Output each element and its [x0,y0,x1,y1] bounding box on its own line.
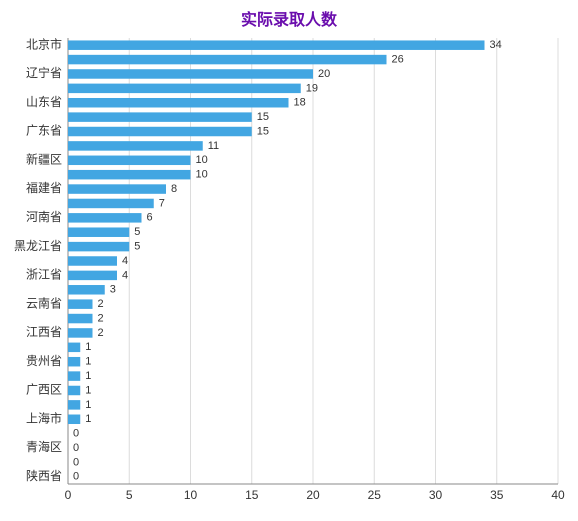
bar-value-label: 20 [318,68,330,80]
bar [68,213,142,222]
bar [68,242,129,251]
bar-value-label: 2 [98,327,104,339]
bar-value-label: 10 [196,154,208,166]
bar [68,400,80,409]
bar-value-label: 7 [159,197,165,209]
bar-value-label: 2 [98,298,104,310]
bar [68,199,154,208]
bar [68,69,313,78]
y-category-label: 云南省 [26,295,62,310]
bar-value-label: 6 [147,212,153,224]
x-tick-label: 35 [490,488,504,502]
gridlines: 0510152025303540 [65,38,565,502]
bar [68,127,252,136]
y-category-label: 江西省 [26,325,62,339]
x-tick-label: 0 [65,488,72,502]
bar-value-label: 15 [257,125,269,137]
bar [68,184,166,193]
bar [68,328,93,337]
y-category-label: 河南省 [26,209,62,224]
bar-value-label: 1 [85,384,91,396]
bar [68,40,485,49]
y-category-label: 青海区 [26,439,62,454]
bar [68,314,93,323]
bar [68,156,191,165]
bar-value-label: 8 [171,183,177,195]
y-category-label: 广东省 [26,124,62,138]
x-tick-label: 25 [368,488,382,502]
bar-value-label: 1 [85,413,91,425]
bar [68,357,80,366]
x-tick-label: 30 [429,488,443,502]
bar-value-label: 1 [85,341,91,353]
y-category-label: 山东省 [26,95,62,109]
bar [68,271,117,280]
bar [68,112,252,121]
bar [68,343,80,352]
bar [68,285,105,294]
y-category-label: 新疆区 [26,151,62,166]
y-category-label: 福建省 [26,180,62,195]
bar-value-label: 18 [294,97,306,109]
bar-value-label: 4 [122,255,128,267]
x-tick-label: 5 [126,488,133,502]
x-tick-label: 40 [551,488,565,502]
bar [68,227,129,236]
bar [68,386,80,395]
bar-value-label: 0 [73,442,79,454]
bar-value-label: 11 [208,140,219,152]
bar-value-label: 0 [73,456,79,468]
x-tick-label: 20 [306,488,320,502]
y-category-label: 黑龙江省 [14,239,62,253]
y-category-label: 广西区 [26,383,62,397]
y-category-label: 浙江省 [26,268,62,282]
bar [68,371,80,380]
bar-value-label: 15 [257,111,269,123]
y-category-labels: 北京市辽宁省山东省广东省新疆区福建省河南省黑龙江省浙江省云南省江西省贵州省广西区… [14,38,62,483]
bar [68,98,289,107]
bar [68,415,80,424]
bar-value-label: 26 [392,53,404,65]
bar-value-label: 0 [73,428,79,440]
bar-value-label: 5 [134,226,140,238]
bar [68,170,191,179]
bar [68,55,387,64]
bar [68,141,203,150]
bar-value-label: 34 [490,39,502,51]
bar-value-label: 1 [85,370,91,382]
bar-value-label: 0 [73,471,79,483]
x-tick-label: 10 [184,488,198,502]
bar [68,299,93,308]
bar-value-label: 5 [134,241,140,253]
bar-value-label: 3 [110,284,116,296]
bar-chart: 0510152025303540342620191815151110108765… [0,38,568,512]
bar [68,84,301,93]
bar [68,256,117,265]
chart-title: 实际录取人数 [0,0,578,30]
bars [68,40,485,424]
bar-value-label: 4 [122,269,128,281]
bar-value-label: 1 [85,356,91,368]
bar-value-label: 1 [85,399,91,411]
x-tick-label: 15 [245,488,259,502]
bar-value-label: 10 [196,169,208,181]
y-category-label: 北京市 [26,38,62,51]
y-category-label: 上海市 [26,410,62,425]
y-category-label: 贵州省 [26,354,62,368]
bar-value-label: 19 [306,82,318,94]
bar-value-label: 2 [98,312,104,324]
y-category-label: 陕西省 [26,468,62,483]
y-category-label: 辽宁省 [26,65,62,80]
